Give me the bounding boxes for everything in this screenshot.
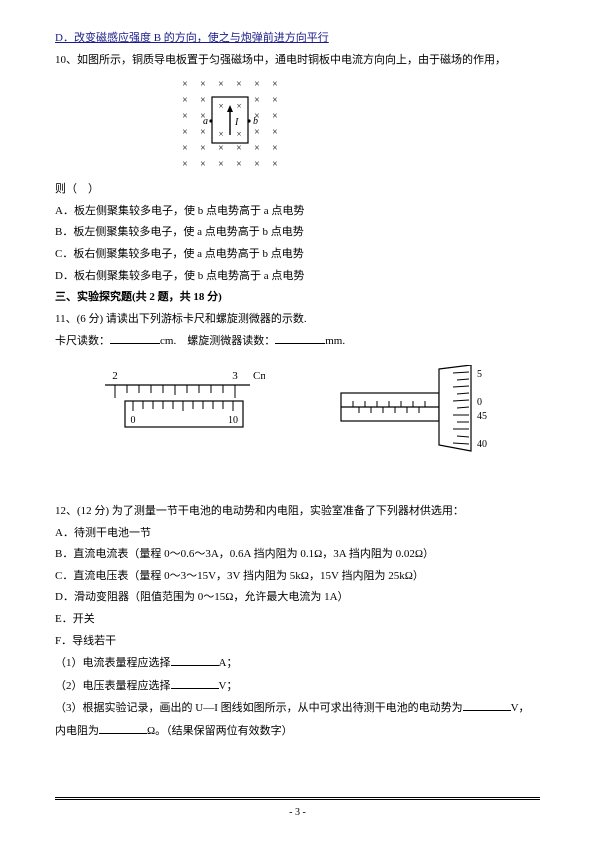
svg-text:×: × — [272, 111, 278, 122]
q12-sub2: （2）电压表量程应选择 V； — [55, 677, 540, 696]
svg-text:×: × — [182, 79, 188, 90]
svg-text:×: × — [218, 143, 224, 154]
svg-text:2: 2 — [112, 370, 118, 382]
section-3-heading: 三、实验探究题(共 2 题，共 18 分) — [55, 289, 540, 307]
svg-text:a: a — [203, 116, 208, 127]
svg-text:×: × — [272, 143, 278, 154]
q10-then: 则（ ） — [55, 181, 540, 199]
svg-text:×: × — [200, 127, 206, 138]
svg-text:0: 0 — [477, 397, 482, 408]
svg-text:5: 5 — [477, 369, 482, 380]
svg-text:×: × — [236, 101, 241, 111]
q12-item-f: F．导线若干 — [55, 633, 540, 651]
vernier-caliper-diagram: 2 3 Cm 0 10 — [95, 365, 265, 445]
q12-sub3-text: （3）根据实验记录，画出的 U—I 图线如图所示，从中可求出待测干电池的电动势为 — [55, 702, 463, 714]
q11-unit-mm: mm. — [325, 335, 345, 347]
svg-text:×: × — [182, 143, 188, 154]
svg-text:b: b — [253, 116, 258, 127]
svg-text:I: I — [234, 117, 239, 128]
q12-sub4: 内电阻为 Ω。（结果保留两位有效数字） — [55, 722, 540, 741]
svg-text:×: × — [218, 79, 224, 90]
micrometer-diagram: 5 0 45 40 — [335, 365, 515, 455]
svg-text:0: 0 — [131, 415, 136, 426]
svg-text:×: × — [182, 95, 188, 106]
svg-text:Cm: Cm — [253, 370, 265, 382]
svg-text:×: × — [272, 95, 278, 106]
svg-text:×: × — [272, 159, 278, 170]
svg-text:×: × — [218, 101, 223, 111]
q12-sub1-text: （1）电流表量程应选择 — [55, 657, 171, 669]
page-number: - 3 - — [0, 807, 595, 818]
q12-sub3: （3）根据实验记录，画出的 U—I 图线如图所示，从中可求出待测干电池的电动势为… — [55, 699, 540, 718]
svg-text:×: × — [218, 129, 223, 139]
q10-diagram: ×××××× ×××××× ×××× ×××× ×××××× ×××××× ××… — [175, 75, 540, 175]
svg-text:×: × — [200, 159, 206, 170]
q10-option-b: B．板左侧聚集较多电子，使 a 点电势高于 b 点电势 — [55, 224, 540, 242]
q12-blank-r — [99, 722, 147, 734]
svg-text:×: × — [254, 143, 260, 154]
q12-blank-emf — [463, 699, 511, 711]
q12-sub1-unit: A； — [219, 657, 238, 669]
svg-text:×: × — [200, 143, 206, 154]
q10-option-d: D．板右侧聚集较多电子，使 b 点电势高于 a 点电势 — [55, 268, 540, 286]
q11-label-vernier: 卡尺读数： — [55, 335, 110, 347]
q11-blank-micrometer — [275, 332, 325, 344]
q12-sub3-unit: V， — [511, 702, 530, 714]
svg-text:×: × — [254, 159, 260, 170]
q11-blank-vernier — [110, 332, 160, 344]
svg-text:×: × — [236, 143, 242, 154]
q9-option-d: D．改变磁感应强度 B 的方向，使之与炮弹前进方向平行 — [55, 30, 540, 48]
q12-sub4-text: 内电阻为 — [55, 725, 99, 737]
q11-stem: 11、(6 分) 请读出下列游标卡尺和螺旋测微器的示数. — [55, 311, 540, 329]
svg-text:×: × — [182, 111, 188, 122]
svg-text:10: 10 — [228, 415, 238, 426]
svg-text:×: × — [200, 79, 206, 90]
q12-blank-voltmeter — [171, 677, 219, 689]
footer-rule-thin — [55, 799, 540, 800]
svg-text:×: × — [254, 127, 260, 138]
svg-text:×: × — [272, 79, 278, 90]
svg-text:×: × — [254, 95, 260, 106]
svg-text:40: 40 — [477, 439, 487, 450]
svg-text:×: × — [236, 79, 242, 90]
svg-text:×: × — [218, 159, 224, 170]
svg-text:×: × — [236, 129, 241, 139]
svg-text:×: × — [182, 159, 188, 170]
q12-item-e: E．开关 — [55, 611, 540, 629]
q12-item-b: B．直流电流表（量程 0～0.6～3A，0.6A 挡内阻为 0.1Ω，3A 挡内… — [55, 546, 540, 564]
q10-stem: 10、如图所示，铜质导电板置于匀强磁场中，通电时铜板中电流方向向上，由于磁场的作… — [55, 52, 540, 70]
q12-sub4-unit: Ω。（结果保留两位有效数字） — [147, 725, 293, 737]
svg-text:3: 3 — [232, 370, 238, 382]
svg-text:×: × — [200, 95, 206, 106]
q12-sub1: （1）电流表量程应选择 A； — [55, 654, 540, 673]
svg-text:×: × — [254, 79, 260, 90]
svg-text:×: × — [236, 159, 242, 170]
instruments-row: 2 3 Cm 0 10 — [95, 365, 540, 455]
q12-sub2-text: （2）电压表量程应选择 — [55, 680, 171, 692]
q11-blanks: 卡尺读数： cm. 螺旋测微器读数： mm. — [55, 332, 540, 351]
q12-blank-ammeter — [171, 654, 219, 666]
footer-rule — [55, 797, 540, 798]
q12-item-a: A．待测干电池一节 — [55, 525, 540, 543]
q12-sub2-unit: V； — [219, 680, 238, 692]
q11-unit-cm: cm. 螺旋测微器读数： — [160, 335, 275, 347]
q12-item-d: D．滑动变阻器（阻值范围为 0～15Ω，允许最大电流为 1A） — [55, 589, 540, 607]
svg-text:×: × — [272, 127, 278, 138]
q12-stem: 12、(12 分) 为了测量一节干电池的电动势和内电阻，实验室准备了下列器材供选… — [55, 503, 540, 521]
q12-item-c: C．直流电压表（量程 0～3～15V，3V 挡内阻为 5kΩ，15V 挡内阻为 … — [55, 568, 540, 586]
svg-text:×: × — [182, 127, 188, 138]
svg-text:45: 45 — [477, 411, 487, 422]
q10-option-a: A．板左侧聚集较多电子，使 b 点电势高于 a 点电势 — [55, 203, 540, 221]
q10-option-c: C．板右侧聚集较多电子，使 a 点电势高于 b 点电势 — [55, 246, 540, 264]
